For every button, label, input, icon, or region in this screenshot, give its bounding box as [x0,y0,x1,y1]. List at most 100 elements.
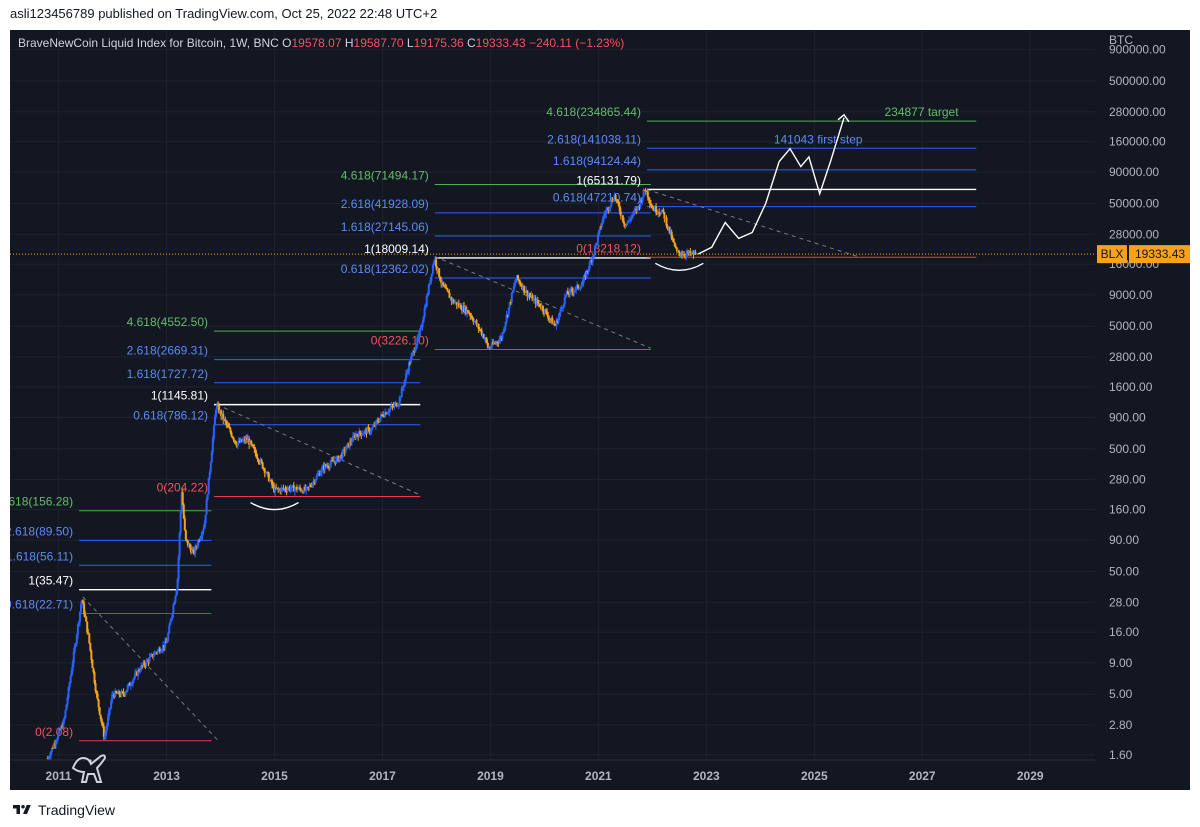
candle-body [215,404,218,410]
candle-body [397,404,400,406]
candle-body [225,421,228,425]
candle-body [617,201,620,206]
candle-body [668,226,671,234]
candle-body [246,438,249,440]
candle-body [95,691,98,694]
candle-body [175,590,178,597]
candle-body [656,212,659,214]
candle-body [415,345,418,350]
candle-body [453,302,456,304]
candle-body [310,486,313,488]
candle-body [487,347,490,349]
candle-body [622,221,625,224]
candle-body [467,310,470,314]
candle-body [254,449,257,454]
candle-body [50,747,53,752]
candle-body [503,326,506,332]
candle-body [669,231,672,234]
candle-body [94,683,97,692]
y-tick-label: 90000.00 [1109,165,1159,179]
candle-body [348,441,351,447]
candle-body [209,462,212,473]
candle-body [404,374,407,380]
candle-body [80,604,83,612]
candle-body [233,440,236,442]
candle-body [345,445,348,450]
candle-body [121,691,124,693]
candle-body [248,438,251,445]
candle-body [613,194,616,201]
candle-body [493,343,496,345]
candle-body [299,487,302,489]
candle-body [423,308,426,317]
candle-body [318,473,321,476]
candle-body [335,458,338,464]
fib-level-label: 1(18009.14) [364,242,429,256]
candle-body [178,532,181,557]
candle-body [592,254,595,257]
candle-body [458,304,461,307]
candle-body [685,253,688,257]
candle-body [198,540,201,542]
candle-body [124,692,127,695]
candle-body [540,306,543,309]
candle-body [130,684,133,686]
candle-body [240,439,243,442]
candle-body [378,418,381,422]
candle-body [358,431,361,438]
candle-body [218,405,221,413]
candle-body [75,634,78,644]
candle-body [152,655,155,658]
candle-body [118,691,121,695]
candle-body [672,238,675,243]
candle-body [569,289,572,291]
candle-body [664,217,667,219]
candle-body [160,649,163,652]
candle-body [494,343,497,345]
candle-body [381,414,384,416]
candle-body [341,450,344,458]
candle-body [340,455,343,458]
candle-body [573,290,576,293]
candle-body [74,643,77,646]
candle-body [559,308,562,313]
candle-body [148,657,151,663]
candle-body [674,246,677,249]
candle-body [536,300,539,304]
candle-body [692,251,695,255]
candle-body [116,692,119,694]
chart-area[interactable]: 4.618(156.28) 2.618(89.50) 1.618(56.11) 1(3… [10,30,1190,790]
fib-level-label: 0.618(47210.74) [553,191,641,205]
candle-body [261,462,264,469]
candle-body [462,305,465,311]
candle-body [628,220,631,222]
candle-body [252,444,255,448]
candle-body [374,421,377,426]
candle-body [247,438,250,440]
x-tick-label: 2025 [801,769,828,783]
candle-body [535,300,538,304]
chart-svg[interactable]: 4.618(156.28) 2.618(89.50) 1.618(56.11) 1(3… [10,30,1190,790]
candle-body [396,405,399,407]
y-tick-label: 5000.00 [1109,319,1153,333]
candle-body [353,435,356,437]
candle-body [490,346,493,348]
fib-level-label: 0(204.22) [157,480,208,494]
candle-body [307,486,310,488]
candle-body [517,275,520,280]
candle-body [72,651,75,664]
candle-body [195,546,198,548]
candle-body [630,217,633,220]
candle-body [515,275,518,280]
candle-body [350,441,353,443]
candle-body [603,214,606,217]
candle-body [291,485,294,487]
candle-body [426,294,429,297]
candle-body [405,372,408,375]
candle-body [66,697,69,705]
candle-body [400,388,403,398]
candle-body [572,291,575,293]
candle-body [109,707,112,711]
candle-body [125,690,128,693]
candle-body [149,655,152,658]
